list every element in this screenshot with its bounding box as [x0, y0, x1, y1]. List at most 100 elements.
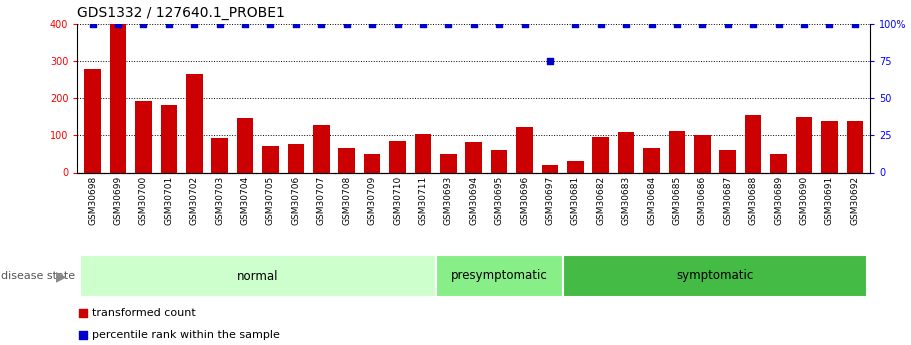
- Text: GSM30689: GSM30689: [774, 176, 783, 225]
- Text: GSM30693: GSM30693: [444, 176, 453, 225]
- Point: [111, 21, 126, 27]
- Bar: [186, 74, 202, 172]
- Bar: [339, 148, 355, 172]
- Point: [772, 21, 786, 27]
- Bar: [771, 154, 787, 172]
- Text: GSM30686: GSM30686: [698, 176, 707, 225]
- Text: GSM30702: GSM30702: [189, 176, 199, 225]
- Bar: [211, 138, 228, 172]
- Point: [746, 21, 761, 27]
- Text: presymptomatic: presymptomatic: [451, 269, 548, 283]
- Text: GSM30691: GSM30691: [824, 176, 834, 225]
- Bar: [389, 141, 405, 172]
- Text: GSM30698: GSM30698: [88, 176, 97, 225]
- Text: GSM30683: GSM30683: [621, 176, 630, 225]
- Bar: [491, 149, 507, 172]
- Text: GSM30709: GSM30709: [368, 176, 376, 225]
- Text: GSM30705: GSM30705: [266, 176, 275, 225]
- Bar: [363, 154, 381, 172]
- Bar: [435, 255, 563, 297]
- Text: GSM30708: GSM30708: [343, 176, 352, 225]
- Text: transformed count: transformed count: [93, 308, 196, 318]
- Text: ▶: ▶: [56, 269, 67, 283]
- Point: [568, 21, 583, 27]
- Bar: [85, 69, 101, 172]
- Point: [187, 21, 201, 27]
- Text: GSM30687: GSM30687: [723, 176, 732, 225]
- Point: [441, 21, 456, 27]
- Bar: [80, 255, 435, 297]
- Bar: [795, 117, 813, 172]
- Text: disease state: disease state: [1, 271, 75, 281]
- Text: GSM30710: GSM30710: [393, 176, 402, 225]
- Bar: [466, 142, 482, 172]
- Text: symptomatic: symptomatic: [677, 269, 753, 283]
- Text: GSM30703: GSM30703: [215, 176, 224, 225]
- Text: GSM30695: GSM30695: [495, 176, 504, 225]
- Point: [390, 21, 404, 27]
- Point: [543, 58, 558, 64]
- Point: [289, 21, 303, 27]
- Point: [593, 21, 608, 27]
- Point: [670, 21, 684, 27]
- Point: [263, 21, 278, 27]
- Text: GSM30685: GSM30685: [672, 176, 681, 225]
- Point: [644, 21, 659, 27]
- Bar: [160, 105, 177, 172]
- Point: [517, 21, 532, 27]
- Bar: [110, 24, 127, 172]
- Point: [238, 21, 252, 27]
- Point: [137, 21, 151, 27]
- Text: GSM30690: GSM30690: [800, 176, 808, 225]
- Bar: [563, 255, 867, 297]
- Text: GSM30684: GSM30684: [647, 176, 656, 225]
- Bar: [720, 150, 736, 172]
- Point: [619, 21, 633, 27]
- Text: GSM30711: GSM30711: [418, 176, 427, 225]
- Bar: [542, 165, 558, 172]
- Bar: [669, 131, 685, 172]
- Point: [822, 21, 836, 27]
- Text: GSM30681: GSM30681: [571, 176, 579, 225]
- Point: [364, 21, 379, 27]
- Text: GSM30696: GSM30696: [520, 176, 529, 225]
- Bar: [237, 118, 253, 172]
- Text: GSM30701: GSM30701: [164, 176, 173, 225]
- Bar: [440, 154, 456, 172]
- Text: GSM30700: GSM30700: [139, 176, 148, 225]
- Bar: [821, 121, 837, 172]
- Point: [348, 26, 363, 32]
- Text: GSM30704: GSM30704: [241, 176, 250, 225]
- Bar: [745, 115, 762, 172]
- Point: [466, 21, 481, 27]
- Text: GDS1332 / 127640.1_PROBE1: GDS1332 / 127640.1_PROBE1: [77, 6, 285, 20]
- Point: [695, 21, 710, 27]
- Bar: [517, 127, 533, 172]
- Point: [721, 21, 735, 27]
- Point: [161, 21, 176, 27]
- Point: [340, 21, 354, 27]
- Bar: [262, 146, 279, 172]
- Point: [348, 230, 363, 236]
- Text: GSM30707: GSM30707: [317, 176, 326, 225]
- Text: percentile rank within the sample: percentile rank within the sample: [93, 330, 281, 340]
- Text: GSM30694: GSM30694: [469, 176, 478, 225]
- Bar: [567, 161, 584, 172]
- Point: [86, 21, 100, 27]
- Text: GSM30688: GSM30688: [749, 176, 758, 225]
- Bar: [618, 132, 634, 172]
- Bar: [313, 125, 330, 172]
- Point: [796, 21, 811, 27]
- Point: [492, 21, 507, 27]
- Text: normal: normal: [237, 269, 279, 283]
- Bar: [846, 121, 863, 172]
- Text: GSM30706: GSM30706: [292, 176, 301, 225]
- Point: [314, 21, 329, 27]
- Bar: [135, 101, 152, 172]
- Text: GSM30699: GSM30699: [114, 176, 123, 225]
- Text: GSM30682: GSM30682: [596, 176, 605, 225]
- Text: GSM30692: GSM30692: [850, 176, 859, 225]
- Text: GSM30697: GSM30697: [546, 176, 555, 225]
- Bar: [592, 137, 609, 172]
- Bar: [415, 134, 431, 172]
